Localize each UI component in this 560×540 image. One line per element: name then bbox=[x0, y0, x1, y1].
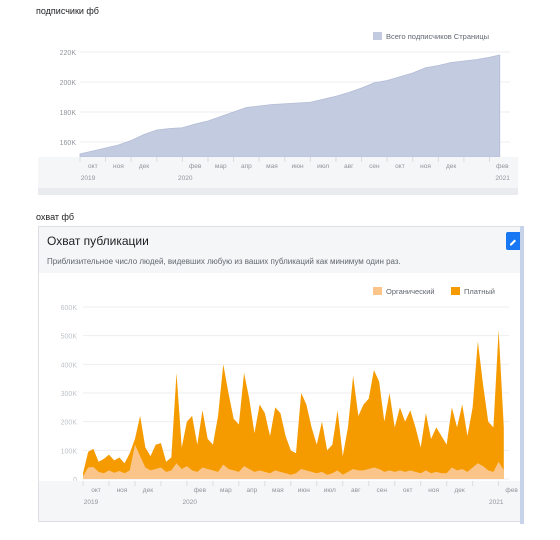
x-tick-label: июл bbox=[317, 163, 329, 170]
panel-divider bbox=[38, 188, 518, 195]
y-tick-label: 300K bbox=[61, 391, 78, 398]
y-tick-label: 500K bbox=[61, 334, 78, 341]
x-tick-label: окт bbox=[88, 163, 98, 170]
followers-chart: 160K 180K 200K 220K окт ноя дек фев мар апр мая июн… bbox=[38, 32, 518, 189]
legend-label: Всего подписчиков Страницы bbox=[386, 32, 489, 41]
chart-title: Охват публикации bbox=[47, 234, 149, 248]
x-tick-label: окт bbox=[91, 487, 101, 494]
x-tick-label: июн bbox=[292, 163, 305, 170]
paid-series-area bbox=[83, 329, 504, 479]
x-tick-label: ноя bbox=[428, 487, 439, 494]
year-label: 2021 bbox=[489, 499, 504, 506]
pencil-icon bbox=[510, 239, 516, 246]
x-tick-label: ноя bbox=[113, 163, 124, 170]
y-tick-label: 180K bbox=[60, 110, 77, 117]
y-tick-label: 0 bbox=[73, 477, 77, 484]
x-tick-label: апр bbox=[241, 163, 252, 170]
x-tick-label: ноя bbox=[117, 487, 128, 494]
x-tick-label: июн bbox=[298, 487, 311, 494]
followers-caption: подписчики фб bbox=[36, 6, 99, 16]
x-tick-label: мар bbox=[220, 487, 232, 494]
x-tick-label: окт bbox=[403, 487, 413, 494]
year-label: 2021 bbox=[495, 175, 510, 182]
x-tick-label: июл bbox=[324, 487, 336, 494]
year-label: 2019 bbox=[84, 499, 99, 506]
legend-swatch bbox=[373, 32, 382, 40]
x-tick-label: фев bbox=[194, 487, 207, 494]
year-label: 2020 bbox=[182, 499, 197, 506]
reach-chart: 0 100K 200K 300K 400K 500K 600K окт ноя дек фев мар… bbox=[39, 273, 521, 521]
x-axis-band bbox=[38, 157, 518, 189]
x-tick-label: мая bbox=[272, 487, 284, 494]
x-tick-label: фев bbox=[496, 163, 509, 170]
organic-series-area bbox=[83, 444, 504, 479]
reach-chart-panel: Охват публикации Приблизительное число л… bbox=[38, 226, 522, 522]
x-tick-label: сен bbox=[376, 487, 387, 494]
x-tick-label: мар bbox=[215, 163, 227, 170]
followers-series-area bbox=[79, 54, 501, 158]
scroll-strip bbox=[520, 226, 524, 524]
x-tick-label: авг bbox=[351, 487, 361, 494]
y-tick-label: 600K bbox=[61, 305, 78, 312]
x-tick-label: апр bbox=[246, 487, 257, 494]
x-tick-label: авг bbox=[344, 163, 354, 170]
x-tick-label: сен bbox=[369, 163, 380, 170]
legend-swatch-organic bbox=[373, 287, 382, 295]
x-tick-label: дек bbox=[139, 163, 149, 170]
reach-chart-header: Охват публикации Приблизительное число л… bbox=[39, 227, 521, 274]
y-tick-label: 220K bbox=[60, 50, 77, 57]
edit-button[interactable] bbox=[506, 232, 520, 250]
chart-subtitle: Приблизительное число людей, видевших лю… bbox=[47, 257, 401, 266]
chart-background bbox=[39, 273, 521, 521]
x-tick-label: ноя bbox=[420, 163, 431, 170]
legend-label-paid: Платный bbox=[464, 287, 495, 296]
x-tick-label: фев bbox=[505, 487, 518, 494]
x-tick-label: мая bbox=[266, 163, 278, 170]
y-tick-label: 100K bbox=[61, 448, 78, 455]
x-tick-label: окт bbox=[395, 163, 405, 170]
x-tick-label: дек bbox=[446, 163, 456, 170]
year-label: 2020 bbox=[178, 175, 193, 182]
reach-caption: охват фб bbox=[36, 212, 74, 222]
legend-swatch-paid bbox=[451, 287, 460, 295]
x-tick-label: фев bbox=[189, 163, 202, 170]
x-tick-label: дек bbox=[455, 487, 465, 494]
y-tick-label: 200K bbox=[60, 80, 77, 87]
x-axis-band bbox=[39, 481, 521, 521]
y-tick-label: 200K bbox=[61, 420, 78, 427]
x-tick-label: дек bbox=[143, 487, 153, 494]
y-tick-label: 160K bbox=[60, 140, 77, 147]
followers-chart-panel: 160K 180K 200K 220K окт ноя дек фев мар апр мая июн… bbox=[38, 22, 518, 194]
year-label: 2019 bbox=[81, 175, 96, 182]
y-tick-label: 400K bbox=[61, 362, 78, 369]
legend-label-organic: Органический bbox=[386, 287, 435, 296]
